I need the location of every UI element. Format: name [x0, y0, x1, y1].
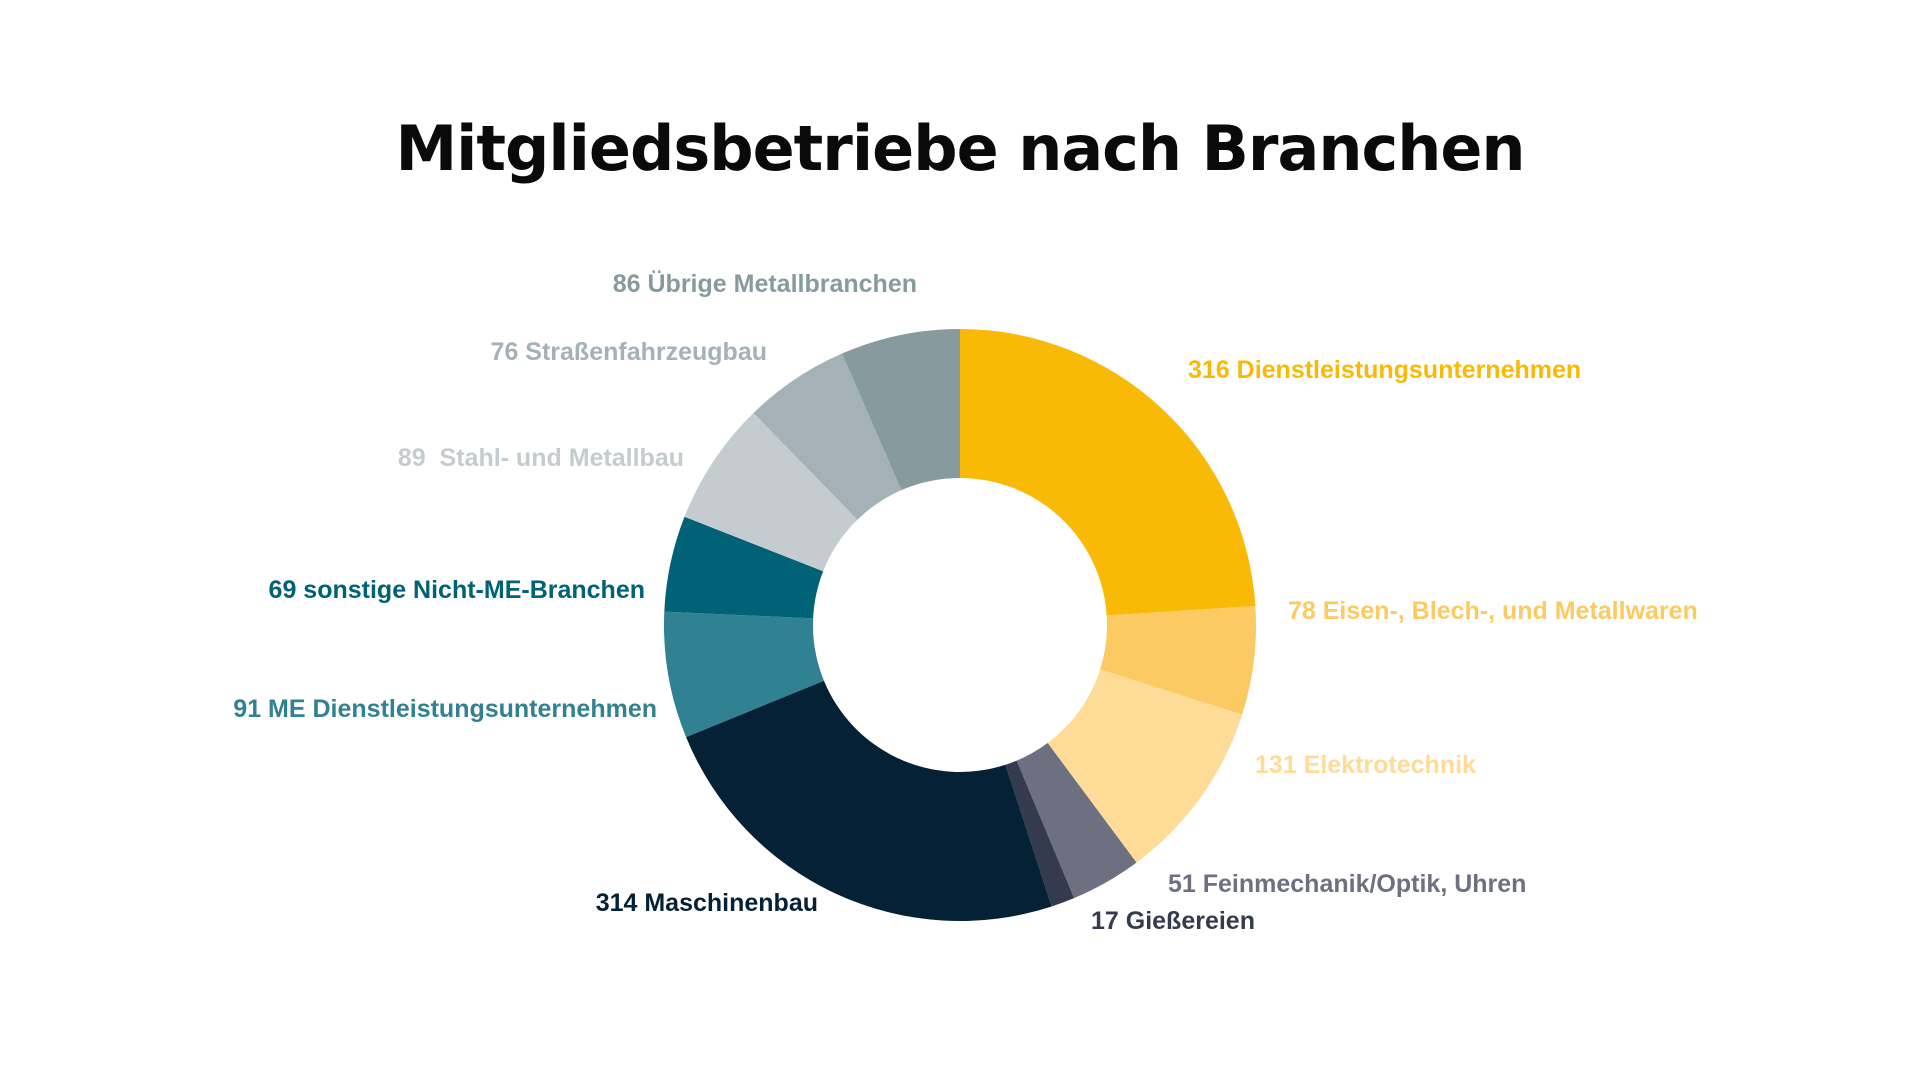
- slice-316-dienstleistungsunternehmen: [960, 329, 1256, 616]
- slice-78-eisen-blech-und-metallwaren: [1100, 605, 1257, 715]
- label-78-eisen-blech-und-metallwaren: 78 Eisen-, Blech-, und Metallwaren: [1288, 597, 1698, 625]
- slice-69-sonstige-nicht-me-branchen: [664, 516, 824, 619]
- label-69-sonstige-nicht-me-branchen: 69 sonstige Nicht-ME-Branchen: [269, 576, 645, 604]
- label-17-giessereien: 17 Gießereien: [1091, 907, 1255, 935]
- slice-89-stahl-und-metallbau: [684, 412, 858, 572]
- label-91-me-dienstleistungsunternehmen: 91 ME Dienstleistungsunternehmen: [233, 695, 657, 723]
- label-76-strassenfahrzeugbau: 76 Straßenfahrzeugbau: [491, 338, 767, 366]
- donut-slices: [664, 329, 1257, 921]
- label-89-stahl-und-metallbau: 89 Stahl- und Metallbau: [398, 444, 684, 472]
- label-51-feinmechanik-optik-uhren: 51 Feinmechanik/Optik, Uhren: [1168, 870, 1526, 898]
- slice-17-giessereien: [1005, 760, 1075, 907]
- slice-76-strassenfahrzeugbau: [753, 353, 902, 520]
- label-86-uebrige-metallbranchen: 86 Übrige Metallbranchen: [613, 269, 917, 298]
- slice-91-me-dienstleistungsunternehmen: [664, 611, 824, 738]
- slice-314-maschinenbau: [686, 680, 1052, 921]
- slice-86-uebrige-metallbranchen: [842, 329, 960, 491]
- slice-131-elektrotechnik: [1047, 669, 1243, 863]
- slice-labels: 316 Dienstleistungsunternehmen 78 Eisen-,…: [233, 269, 1698, 935]
- label-314-maschinenbau: 314 Maschinenbau: [596, 889, 818, 917]
- chart-title: Mitgliedsbetriebe nach Branchen: [395, 112, 1525, 185]
- label-131-elektrotechnik: 131 Elektrotechnik: [1255, 751, 1476, 779]
- label-316-dienstleistungsunternehmen: 316 Dienstleistungsunternehmen: [1188, 356, 1581, 384]
- slice-51-feinmechanik-optik-uhren: [1016, 743, 1137, 899]
